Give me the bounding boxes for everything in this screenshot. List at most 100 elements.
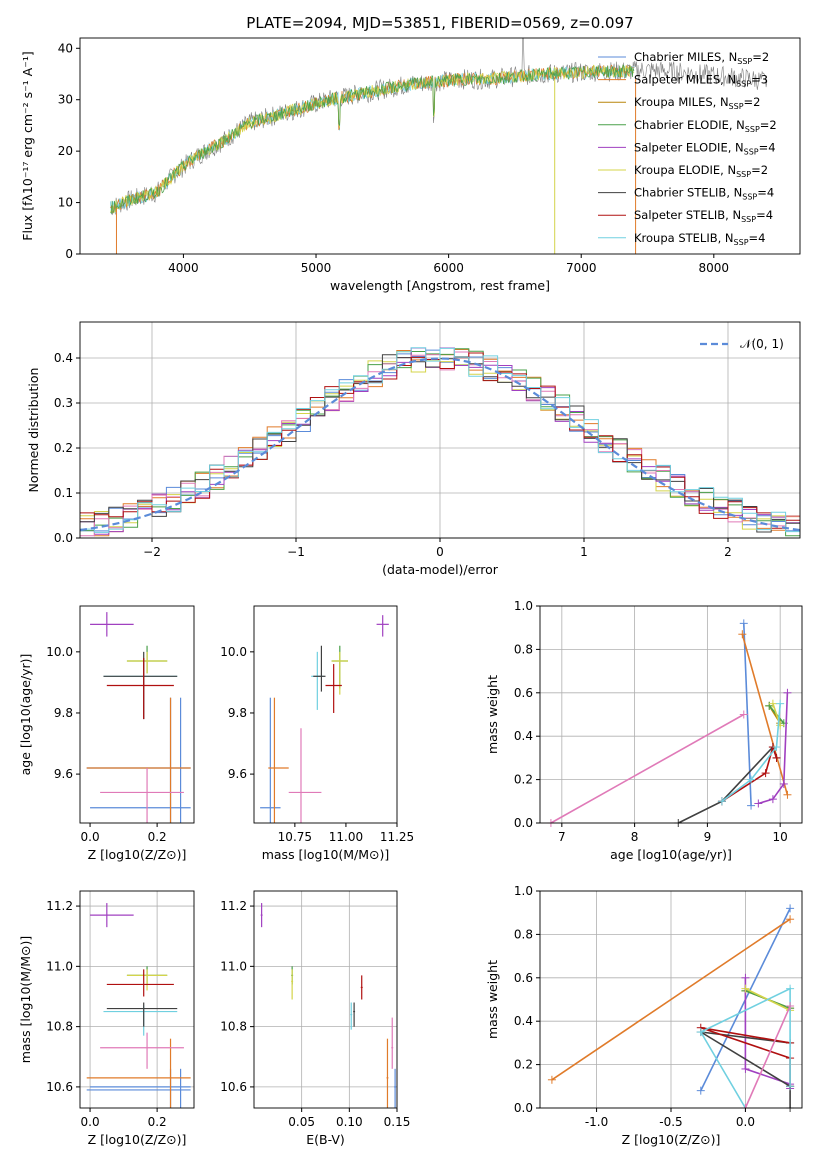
y-axis-label: mass weight [485,960,500,1039]
legend-label: Kroupa ELODIE, NSSP=2 [634,163,768,179]
x-axis-label: mass [log10(M/M⊙)] [262,847,390,862]
y-tick-label: 0.0 [54,531,73,545]
plot-area [260,903,397,1108]
y-tick-label: 20 [58,144,73,158]
chart-panel-7: -1.0 -0.5 0.0 0.0 0.2 0.4 0.6 0.8 1.0 Z [log10(Z/… [485,884,803,1147]
y-tick-label: 9.8 [54,706,73,720]
x-axis-label: (data-model)/error [382,562,499,577]
plot-area [260,615,389,823]
histogram-step [80,352,800,529]
y-axis-label: age [log10(age/yr)] [18,654,33,776]
y-tick-label: 10 [58,196,73,210]
weight-line [741,633,789,796]
x-tick-label: 10 [773,830,788,844]
weight-line [699,987,791,1109]
legend-label: Chabrier STELIB, NSSP=4 [634,186,774,202]
histogram-step [80,347,800,533]
x-tick-label: 0.05 [288,1115,315,1129]
y-tick-label: 40 [58,41,73,55]
y-tick-label: 10.0 [46,645,73,659]
y-tick-label: 0.0 [514,816,533,830]
y-axis-label: Flux [fλ10⁻¹⁷ erg cm⁻² s⁻¹ A⁻¹] [20,51,35,240]
x-tick-label: −2 [143,545,161,559]
chart-panel-2: 0.0 0.2 9.6 9.8 10.0 Z [log10(Z/Z⊙)] age [log1… [18,605,195,862]
legend-label: Salpeter MILES, NSSP=3 [634,73,768,89]
y-tick-label: 0.1 [54,486,73,500]
x-tick-label: 0.2 [148,830,167,844]
y-tick-label: 0.2 [54,441,73,455]
weight-line [677,745,778,824]
weight-line [744,1005,791,1109]
legend-label: Kroupa MILES, NSSP=2 [634,95,760,111]
y-tick-label: 0.6 [514,686,533,700]
spectrum-line [110,64,635,215]
x-tick-label: -0.5 [659,1115,682,1129]
x-tick-label: 1 [580,545,588,559]
spectrum-line [110,64,635,214]
x-tick-label: 0.15 [384,1115,411,1129]
y-tick-label: 11.0 [46,959,73,973]
x-tick-label: 0 [436,545,444,559]
axes-frame [539,605,803,824]
y-tick-label: 0.8 [514,642,533,656]
legend-label: Salpeter ELODIE, NSSP=4 [634,140,776,156]
plot-area [547,904,795,1112]
legend-label: Kroupa STELIB, NSSP=4 [634,231,765,247]
legend-label: Salpeter STELIB, NSSP=4 [634,208,773,224]
x-tick-label: 0.10 [336,1115,363,1129]
y-tick-label: 0.2 [514,1058,533,1072]
x-axis-label: Z [log10(Z/Z⊙)] [88,847,187,862]
chart-panel-5: 0.0 0.2 10.6 10.8 11.0 11.2 Z [log10(Z/Z⊙)] mas… [18,890,195,1147]
y-tick-label: 11.2 [220,899,247,913]
x-tick-label: −1 [287,545,305,559]
y-tick-label: 0.4 [54,351,73,365]
x-tick-label: 0.0 [81,1115,100,1129]
figure-title: PLATE=2094, MJD=53851, FIBERID=0569, z=0… [246,14,633,32]
y-tick-label: 1.0 [514,884,533,898]
y-tick-label: 10.6 [220,1080,247,1094]
weight-line [721,744,778,802]
plot-area: Chabrier MILES, NSSP=2 Salpeter MILES, NS… [110,37,777,254]
y-tick-label: 0.3 [54,396,73,410]
axes-frame [79,605,195,824]
y-tick-label: 0.0 [514,1101,533,1115]
x-axis-label: wavelength [Angstrom, rest frame] [330,278,550,293]
y-axis-label: mass [log10(M/M⊙)] [18,936,33,1064]
y-tick-label: 9.6 [54,767,73,781]
y-tick-label: 10.6 [46,1080,73,1094]
x-axis-label: Z [log10(Z/Z⊙)] [622,1132,721,1147]
chart-panel-4: 7 8 9 10 0.0 0.2 0.4 0.6 0.8 1.0 age [log10(age/yr… [485,599,803,862]
x-tick-label: -1.0 [585,1115,608,1129]
plot-area [86,903,191,1108]
x-tick-label: 7 [558,830,566,844]
y-tick-label: 9.8 [228,706,247,720]
x-axis-label: age [log10(age/yr)] [610,847,732,862]
y-tick-label: 0.8 [514,927,533,941]
x-tick-label: 8000 [699,261,730,275]
chart-panel-3: 10.75 11.00 11.25 9.6 9.8 10.0 mass [log10(M/M… [220,605,414,862]
axes-frame [253,605,398,824]
x-tick-label: 11.25 [380,830,414,844]
chart-panel-1: 𝒩(0, 1) −2 −1 0 1 2 0.0 0.1 0.2 0.3 0.4 (data-model… [26,321,801,577]
y-tick-label: 1.0 [514,599,533,613]
x-tick-label: 2 [724,545,732,559]
y-tick-label: 10.0 [220,645,247,659]
y-tick-label: 9.6 [228,767,247,781]
x-tick-label: 6000 [433,261,464,275]
weight-line [700,1031,791,1108]
y-axis-label: mass weight [485,675,500,754]
y-axis-label: Normed distribution [26,368,41,493]
weight-line [551,918,791,1081]
x-tick-label: 5000 [301,261,332,275]
plot-area [546,619,792,827]
x-tick-label: 7000 [566,261,597,275]
axes-frame [79,37,801,255]
y-tick-label: 10.8 [220,1020,247,1034]
legend-label: Chabrier MILES, NSSP=2 [634,50,769,66]
y-tick-label: 30 [58,93,73,107]
y-tick-label: 0 [65,247,73,261]
normal-curve [79,357,801,532]
x-tick-label: 9 [704,830,712,844]
x-tick-label: 8 [631,830,639,844]
